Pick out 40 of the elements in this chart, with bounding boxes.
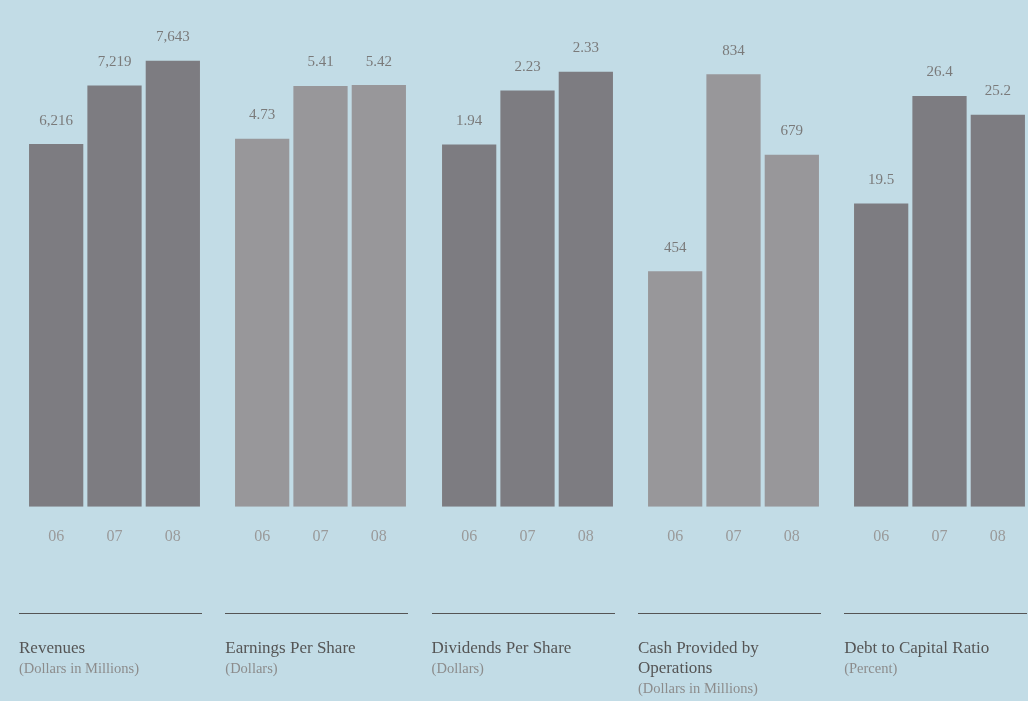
text: Dividends Per Share [431, 638, 573, 658]
x-tick-label: 07 [725, 526, 742, 544]
text: (Percent) [844, 659, 899, 678]
data-label: 2.23 [513, 57, 541, 74]
x-tick-label: 06 [48, 526, 65, 544]
data-label: 4.73 [249, 106, 276, 123]
text: (Dollars) [225, 659, 279, 678]
x-tick-label: 08 [990, 526, 1007, 544]
data-label: 7,643 [155, 28, 190, 45]
text: (Dollars in Millions) [19, 659, 141, 678]
x-tick-label: 06 [667, 526, 684, 544]
x-tick-label: 07 [312, 526, 329, 544]
text: Debt to Capital Ratio [844, 638, 991, 658]
text: Revenues [19, 638, 87, 658]
data-label: 2.33 [572, 39, 599, 56]
data-label: 19.5 [868, 170, 895, 187]
data-label: 26.4 [926, 63, 954, 80]
x-tick-label: 06 [254, 526, 271, 544]
data-label: 6,216 [39, 111, 74, 128]
text: Earnings Per Share [225, 638, 357, 658]
x-tick-label: 07 [931, 526, 948, 544]
x-tick-label: 08 [783, 526, 800, 544]
x-tick-label: 08 [371, 526, 388, 544]
x-tick-label: 07 [519, 526, 536, 544]
x-tick-label: 06 [460, 526, 477, 544]
data-label: 679 [780, 122, 803, 139]
data-label: 25.2 [984, 82, 1012, 99]
data-label: 5.41 [307, 53, 334, 70]
text: Cash Provided by Operations [637, 638, 760, 678]
data-label: 454 [663, 238, 687, 255]
data-label: 834 [722, 41, 746, 58]
text: (Dollars) [431, 659, 485, 678]
x-tick-label: 07 [106, 526, 123, 544]
data-label: 1.94 [455, 112, 483, 128]
x-tick-label: 08 [164, 526, 181, 544]
data-label: 5.42 [366, 52, 393, 69]
data-label: 7,219 [97, 53, 132, 70]
text: (Dollars in Millions) [637, 679, 759, 698]
x-tick-label: 06 [873, 526, 890, 544]
x-tick-label: 08 [577, 526, 594, 544]
